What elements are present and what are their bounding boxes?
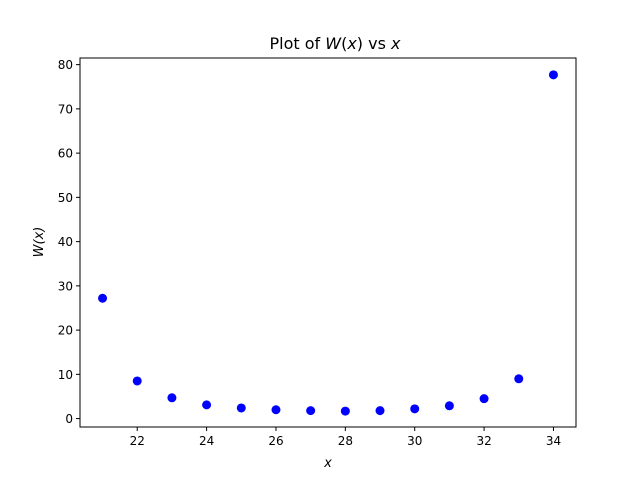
y-tick-label: 50 (58, 191, 73, 205)
y-tick-label: 10 (58, 368, 73, 382)
chart-title-mid: vs (363, 34, 391, 53)
y-tick-label: 60 (58, 147, 73, 161)
data-point (202, 400, 212, 410)
data-point (548, 70, 558, 80)
data-point (271, 405, 281, 415)
chart-title-var2: x (390, 34, 401, 53)
x-tick-label: 24 (199, 434, 214, 448)
data-point (236, 403, 246, 413)
x-tick-label: 26 (268, 434, 283, 448)
data-point (98, 293, 108, 303)
data-point (375, 406, 385, 416)
chart-title-prefix: Plot of (270, 34, 326, 53)
y-tick-label: 80 (58, 58, 73, 72)
chart-title-open: ( (341, 34, 347, 53)
x-axis-label: x (323, 456, 332, 471)
y-tick-label: 40 (58, 235, 73, 249)
chart-title: Plot of W(x) vs x (270, 34, 402, 53)
x-tick-label: 30 (407, 434, 422, 448)
plot-area-frame (79, 57, 577, 428)
chart-title-close: ) (357, 34, 363, 53)
data-point (479, 394, 489, 404)
x-tick-label: 28 (338, 434, 353, 448)
data-point (410, 404, 420, 414)
x-tick-label: 22 (130, 434, 145, 448)
y-tick-label: 30 (58, 279, 73, 293)
data-point (306, 406, 316, 416)
y-tick-label: 0 (65, 412, 73, 426)
chart-title-var: x (346, 34, 357, 53)
chart-title-func: W (325, 34, 342, 53)
y-tick-label: 70 (58, 102, 73, 116)
x-tick-label: 34 (546, 434, 561, 448)
data-point (167, 393, 177, 403)
data-point (444, 401, 454, 411)
x-tick-label: 32 (476, 434, 491, 448)
data-point (132, 376, 142, 386)
x-axis-ticks: 22 24 26 28 30 32 34 (130, 427, 561, 448)
y-axis-label: W(x) (32, 227, 47, 258)
y-tick-label: 20 (58, 324, 73, 338)
data-point (340, 406, 350, 416)
data-point (514, 374, 524, 384)
y-axis-ticks: 0 10 20 30 40 50 60 70 80 (58, 58, 80, 426)
data-points (98, 70, 558, 416)
